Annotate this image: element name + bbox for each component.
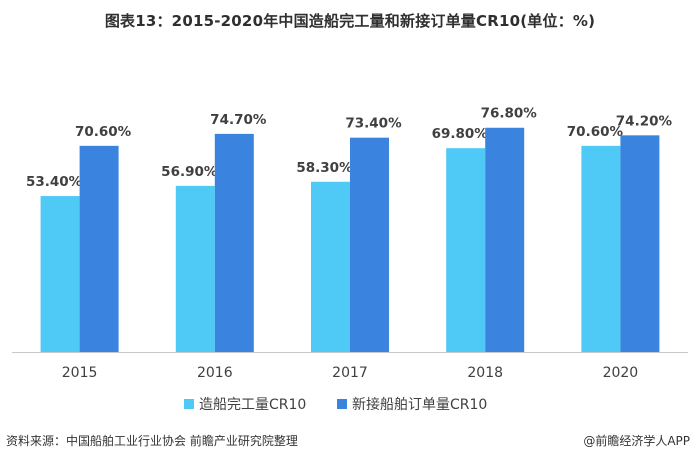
- bar-completion-2018: [446, 148, 486, 352]
- data-label-completion-2020: 70.60%: [567, 124, 624, 140]
- data-label-completion-2018: 69.80%: [432, 126, 489, 142]
- data-label-orders-2017: 73.40%: [345, 116, 402, 132]
- data-label-completion-2016: 56.90%: [161, 164, 218, 180]
- x-tick-label-2017: 2017: [332, 365, 368, 381]
- bar-orders-2017: [350, 137, 389, 352]
- data-label-completion-2017: 58.30%: [296, 160, 353, 176]
- bar-orders-2018: [485, 127, 525, 352]
- legend-swatch-1: [184, 399, 194, 409]
- data-label-orders-2015: 70.60%: [75, 124, 132, 140]
- source-note: 资料来源：中国船舶工业行业协会 前瞻产业研究院整理: [6, 434, 298, 448]
- chart-title: 图表13：2015-2020年中国造船完工量和新接订单量CR10(单位：%): [104, 12, 596, 30]
- data-label-completion-2015: 53.40%: [26, 174, 83, 190]
- data-label-orders-2018: 76.80%: [481, 106, 538, 122]
- legend-label-1: 造船完工量CR10: [199, 397, 306, 413]
- bar-completion-2017: [311, 181, 350, 352]
- bar-completion-2016: [175, 185, 215, 352]
- legend-label-2: 新接船舶订单量CR10: [352, 396, 487, 413]
- x-tick-label-2016: 2016: [197, 365, 233, 381]
- bar-orders-2020: [620, 135, 660, 352]
- credit-note: @前瞻经济学人APP: [583, 434, 690, 448]
- x-tick-label-2018: 2018: [467, 365, 503, 381]
- bar-completion-2015: [40, 196, 80, 352]
- legend-swatch-2: [337, 399, 347, 409]
- bar-orders-2016: [214, 133, 254, 352]
- bar-orders-2015: [79, 145, 119, 352]
- data-label-orders-2016: 74.70%: [210, 112, 267, 128]
- x-tick-label-2020: 2020: [603, 365, 639, 381]
- x-tick-label-2015: 2015: [62, 365, 98, 381]
- data-label-orders-2020: 74.20%: [616, 113, 673, 129]
- bar-completion-2020: [581, 145, 621, 352]
